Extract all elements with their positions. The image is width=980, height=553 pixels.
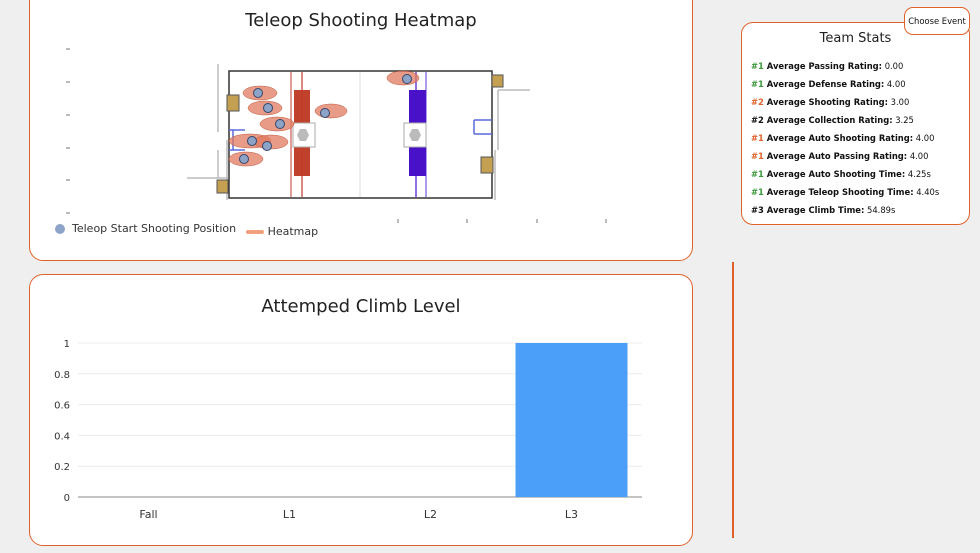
team-stat-item: #1 Average Defense Rating: 4.00 <box>751 75 939 93</box>
y-tick-label: 0.4 <box>54 431 70 442</box>
stat-rank: #1 <box>751 151 764 161</box>
heatmap-card: Teleop Shooting Heatmap <box>29 0 693 261</box>
stat-value: 54.89s <box>864 205 896 215</box>
stat-rank: #1 <box>751 61 764 71</box>
legend-points-label: Teleop Start Shooting Position <box>72 222 237 235</box>
heatmap-x-ticks <box>397 219 607 223</box>
legend-heat-label: Heatmap <box>267 225 319 238</box>
stat-value: 4.00 <box>884 79 906 89</box>
stat-value: 4.40s <box>913 187 940 197</box>
x-tick-label: L1 <box>283 508 296 521</box>
stat-rank: #1 <box>751 187 764 197</box>
stat-label: Average Teleop Shooting Time: <box>763 187 914 197</box>
team-stat-item: #1 Average Auto Shooting Time: 4.25s <box>751 165 939 183</box>
stat-label: Average Auto Shooting Time: <box>763 169 906 179</box>
team-stats-title: Team Stats <box>819 31 892 46</box>
stat-value: 4.00 <box>913 133 935 143</box>
stat-label: Average Defense Rating: <box>763 79 885 89</box>
stat-label: Average Climb Time: <box>763 205 865 215</box>
bar[interactable] <box>515 343 628 497</box>
y-tick-label: 0.6 <box>54 401 70 412</box>
team-stat-item: #1 Average Auto Shooting Rating: 4.00 <box>751 129 939 147</box>
heatmap-title: Teleop Shooting Heatmap <box>245 10 477 31</box>
heatmap-field <box>66 48 607 223</box>
stat-rank: #2 <box>751 115 764 125</box>
y-tick-label: 0 <box>64 493 70 504</box>
heatmap-legend: Teleop Start Shooting Position Heatmap <box>55 222 324 238</box>
climb-chart-title: Attemped Climb Level <box>261 296 461 317</box>
stat-rank: #2 <box>751 97 764 107</box>
divider-line <box>732 262 734 538</box>
team-stat-item: #1 Average Passing Rating: 0.00 <box>751 57 939 75</box>
stat-value: 4.25s <box>905 169 931 179</box>
stat-value: 0.00 <box>882 61 904 71</box>
legend-line-icon <box>245 229 264 234</box>
legend-points[interactable]: Teleop Start Shooting Position <box>55 222 236 235</box>
stat-rank: #1 <box>751 169 764 179</box>
stat-label: Average Passing Rating: <box>763 61 883 71</box>
stat-label: Average Auto Shooting Rating: <box>763 133 914 143</box>
choose-event-button[interactable]: Choose Event <box>904 7 970 35</box>
x-tick-label: L3 <box>565 508 578 521</box>
team-stat-item: #2 Average Shooting Rating: 3.00 <box>751 93 939 111</box>
stat-rank: #1 <box>751 133 764 143</box>
team-stat-item: #1 Average Auto Passing Rating: 4.00 <box>751 147 939 165</box>
x-tick-label: L2 <box>424 508 437 521</box>
shooting-positions <box>239 74 412 164</box>
stat-value: 4.00 <box>907 151 929 161</box>
stat-value: 3.25 <box>892 115 914 125</box>
stat-label: Average Auto Passing Rating: <box>763 151 908 161</box>
climb-chart: 0 0.2 0.4 0.6 0.8 1 Fall L1 L2 L3 <box>54 339 642 521</box>
stat-label: Average Shooting Rating: <box>763 97 888 107</box>
x-tick-label: Fall <box>139 508 157 521</box>
stat-rank: #3 <box>751 205 764 215</box>
team-stat-item: #3 Average Climb Time: 54.89s <box>751 201 939 219</box>
team-stat-item: #1 Average Teleop Shooting Time: 4.40s <box>751 183 939 201</box>
y-tick-label: 1 <box>64 339 70 350</box>
stat-value: 3.00 <box>888 97 910 107</box>
team-stats-card: Team Stats #1 Average Passing Rating: 0.… <box>741 22 970 225</box>
y-tick-label: 0.2 <box>54 462 70 473</box>
team-stat-item: #2 Average Collection Rating: 3.25 <box>751 111 939 129</box>
stat-rank: #1 <box>751 79 764 89</box>
legend-heat[interactable]: Heatmap <box>245 225 319 238</box>
stat-label: Average Collection Rating: <box>763 115 893 125</box>
y-tick-label: 0.8 <box>54 370 70 381</box>
heatmap-y-ticks <box>66 48 70 214</box>
team-stats-list: #1 Average Passing Rating: 0.00 #1 Averag… <box>751 57 939 219</box>
legend-dot-icon <box>55 223 65 234</box>
